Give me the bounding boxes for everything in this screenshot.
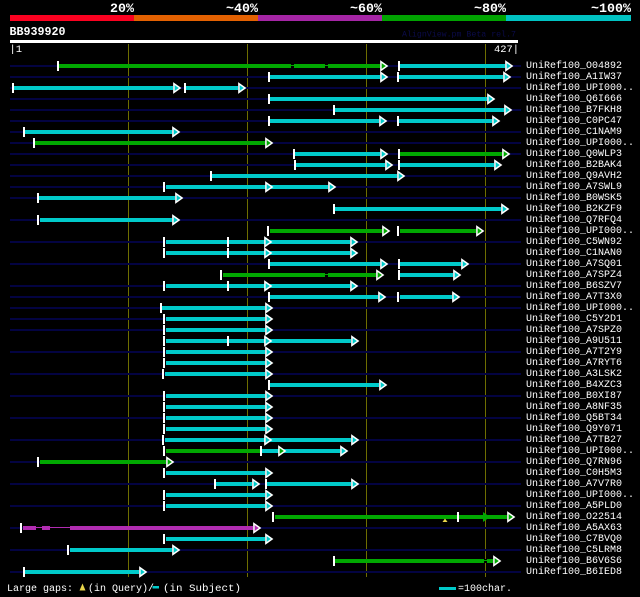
svg-text:UniRef100_C5LRM8: UniRef100_C5LRM8 — [526, 544, 622, 556]
svg-text:UniRef100_A1IW37: UniRef100_A1IW37 — [526, 71, 622, 83]
svg-text:UniRef100_C5WN92: UniRef100_C5WN92 — [526, 236, 622, 248]
svg-text:(in Subject): (in Subject) — [163, 583, 241, 595]
svg-text:UniRef100_C0H5M3: UniRef100_C0H5M3 — [526, 467, 622, 479]
svg-text:UniRef100_UPI000..: UniRef100_UPI000.. — [526, 445, 634, 457]
svg-text:UniRef100_O04892: UniRef100_O04892 — [526, 60, 622, 72]
svg-text:UniRef100_B6IED8: UniRef100_B6IED8 — [526, 566, 622, 578]
svg-text:UniRef100_C1NAM9: UniRef100_C1NAM9 — [526, 126, 622, 138]
svg-text:UniRef100_UPI000..: UniRef100_UPI000.. — [526, 302, 634, 314]
svg-text:UniRef100_B7FKH8: UniRef100_B7FKH8 — [526, 104, 622, 116]
svg-text:UniRef100_A7SWL9: UniRef100_A7SWL9 — [526, 181, 622, 193]
svg-text:UniRef100_B4XZC3: UniRef100_B4XZC3 — [526, 379, 622, 391]
svg-text:=100char.: =100char. — [458, 583, 512, 595]
svg-text:20%: 20% — [110, 2, 135, 16]
svg-text:Large gaps:: Large gaps: — [7, 584, 73, 595]
svg-text:UniRef100_Q7RFQ4: UniRef100_Q7RFQ4 — [526, 214, 622, 226]
svg-text:UniRef100_Q9Y071: UniRef100_Q9Y071 — [526, 423, 622, 435]
svg-text:UniRef100_A7TB27: UniRef100_A7TB27 — [526, 434, 622, 446]
svg-text:UniRef100_A7SPZ4: UniRef100_A7SPZ4 — [526, 269, 622, 281]
svg-text:AlignView.pm Beta rel.7: AlignView.pm Beta rel.7 — [402, 30, 516, 40]
svg-text:~40%: ~40% — [226, 2, 259, 16]
svg-text:UniRef100_UPI000..: UniRef100_UPI000.. — [526, 82, 634, 94]
svg-text:~60%: ~60% — [350, 2, 383, 16]
svg-text:UniRef100_A5PLD0: UniRef100_A5PLD0 — [526, 500, 622, 512]
svg-text:UniRef100_C5Y2D1: UniRef100_C5Y2D1 — [526, 313, 622, 325]
svg-text:UniRef100_B0WSK5: UniRef100_B0WSK5 — [526, 192, 622, 204]
svg-text:UniRef100_A7T2Y9: UniRef100_A7T2Y9 — [526, 346, 622, 358]
svg-text:UniRef100_UPI000..: UniRef100_UPI000.. — [526, 137, 634, 149]
svg-text:UniRef100_Q0WLP3: UniRef100_Q0WLP3 — [526, 148, 622, 160]
svg-text:UniRef100_C0PC47: UniRef100_C0PC47 — [526, 115, 622, 127]
svg-text:UniRef100_A7V7R0: UniRef100_A7V7R0 — [526, 478, 622, 490]
svg-text:UniRef100_A8NF35: UniRef100_A8NF35 — [526, 401, 622, 413]
svg-text:UniRef100_A7SQ01: UniRef100_A7SQ01 — [526, 258, 622, 270]
svg-text:UniRef100_C1NAN0: UniRef100_C1NAN0 — [526, 247, 622, 259]
svg-text:UniRef100_Q7RN96: UniRef100_Q7RN96 — [526, 456, 622, 468]
svg-text:UniRef100_B2KZF9: UniRef100_B2KZF9 — [526, 203, 622, 215]
svg-text:UniRef100_B0XI87: UniRef100_B0XI87 — [526, 390, 622, 402]
svg-text:427|: 427| — [494, 44, 519, 56]
svg-text:UniRef100_A7SPZ0: UniRef100_A7SPZ0 — [526, 324, 622, 336]
svg-text:UniRef100_A7T3X0: UniRef100_A7T3X0 — [526, 291, 622, 303]
svg-text:UniRef100_O22514: UniRef100_O22514 — [526, 511, 622, 523]
svg-text:(in Query)/: (in Query)/ — [88, 583, 154, 595]
svg-text:UniRef100_UPI000..: UniRef100_UPI000.. — [526, 225, 634, 237]
svg-text:|1: |1 — [10, 44, 23, 56]
svg-text:UniRef100_UPI000..: UniRef100_UPI000.. — [526, 489, 634, 501]
svg-text:UniRef100_Q6I666: UniRef100_Q6I666 — [526, 93, 622, 105]
svg-text:UniRef100_A7RYT6: UniRef100_A7RYT6 — [526, 357, 622, 369]
svg-text:UniRef100_B2BAK4: UniRef100_B2BAK4 — [526, 159, 622, 171]
svg-text:UniRef100_A5AX63: UniRef100_A5AX63 — [526, 522, 622, 534]
svg-text:UniRef100_C7BVQ0: UniRef100_C7BVQ0 — [526, 533, 622, 545]
svg-text:UniRef100_Q9AVH2: UniRef100_Q9AVH2 — [526, 170, 622, 182]
svg-text:UniRef100_B6SZV7: UniRef100_B6SZV7 — [526, 280, 622, 292]
svg-text:UniRef100_A9U511: UniRef100_A9U511 — [526, 335, 622, 347]
svg-text:UniRef100_A3LSK2: UniRef100_A3LSK2 — [526, 368, 622, 380]
svg-text:UniRef100_Q5BT34: UniRef100_Q5BT34 — [526, 412, 622, 424]
svg-text:BB939920: BB939920 — [10, 25, 66, 39]
svg-text:UniRef100_B6V6S6: UniRef100_B6V6S6 — [526, 555, 622, 567]
svg-text:~80%: ~80% — [474, 2, 507, 16]
svg-text:~100%: ~100% — [591, 2, 632, 16]
